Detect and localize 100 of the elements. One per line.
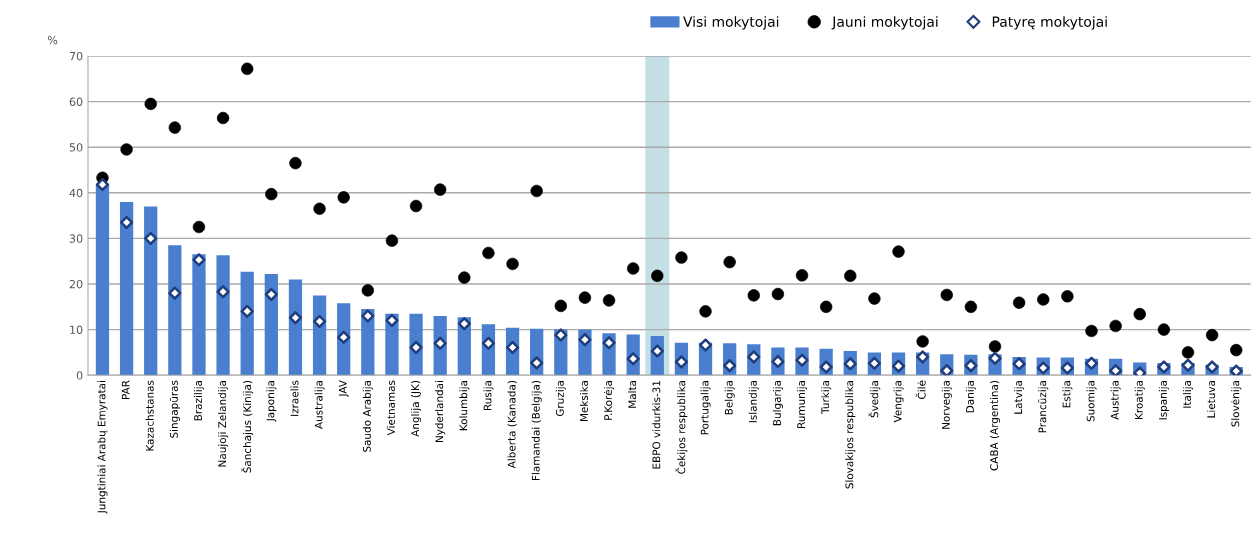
point: [1060, 361, 1075, 375]
x-tick-label: Italija: [1182, 381, 1194, 408]
point: [409, 340, 423, 355]
x-tick-label: Gruzija: [555, 381, 566, 417]
point: [916, 350, 930, 364]
point: [988, 351, 1002, 365]
x-tick-label: EBPO vidurkis-31: [652, 381, 661, 469]
y-tick-label: 70: [69, 51, 83, 61]
point: [530, 356, 544, 370]
x-tick-label: Flamandai (Belgija): [531, 380, 542, 480]
x-tick-label: Estija: [1062, 381, 1073, 408]
x-tick-label: PAR: [121, 380, 130, 400]
point: [216, 285, 230, 299]
legend-label: Jauni mokytojai: [831, 16, 938, 30]
point: [578, 333, 592, 347]
point: [168, 286, 182, 300]
y-tick-label: 30: [69, 234, 83, 243]
x-tick-label: Vengrija: [893, 381, 904, 423]
point: [457, 317, 471, 331]
bar: [168, 245, 182, 376]
point: [95, 177, 110, 192]
point: [747, 350, 761, 364]
x-tick-label: CABA (Argentina): [989, 380, 1001, 471]
bar: [95, 183, 110, 376]
x-tick-label: Ispanija: [1158, 381, 1169, 420]
point: [554, 328, 568, 342]
point: [1205, 360, 1219, 374]
x-tick-label: Slovėnija: [1231, 381, 1242, 427]
point: [674, 355, 689, 369]
x-tick-label: Šanchajus (Kinija): [241, 380, 254, 473]
legend-label: Visi mokytojai: [683, 16, 779, 30]
y-tick-label: 0: [76, 371, 83, 380]
x-tick-label: Suomija: [1086, 381, 1097, 422]
x-tick-label: Švedija: [868, 381, 881, 418]
point: [240, 304, 254, 318]
point: [723, 358, 737, 373]
x-tick-label: Japonija: [266, 381, 277, 422]
x-tick-label: Slovakijos respublika: [845, 381, 856, 489]
point: [144, 231, 158, 246]
x-tick-label: Lietuva: [1207, 381, 1216, 418]
x-tick-label: Portugalija: [700, 381, 711, 435]
point: [650, 344, 664, 358]
x-tick-label: Bulgarija: [772, 381, 783, 426]
x-tick-label: Turkija: [821, 381, 832, 414]
point: [1133, 366, 1147, 376]
y-axis-title: %: [47, 35, 58, 45]
x-tick-label: JAV: [338, 380, 349, 398]
point: [1109, 364, 1123, 376]
x-tick-label: Nyderlandai: [435, 381, 446, 443]
x-tick-label: Vietnamas: [386, 380, 395, 436]
x-tick-label: Čilė: [915, 380, 926, 399]
point: [795, 353, 809, 367]
bar: [192, 254, 206, 376]
point: [843, 357, 857, 371]
point: [337, 330, 351, 344]
x-tick-label: Norvegija: [941, 381, 952, 429]
point: [771, 354, 785, 369]
point: [1036, 361, 1050, 375]
legend-label: Patyrę mokytojai: [992, 16, 1107, 30]
point: [288, 311, 303, 325]
point: [940, 364, 954, 376]
y-tick-label: 10: [70, 325, 83, 334]
x-tick-label: Prancūzija: [1038, 381, 1049, 433]
point: [481, 336, 496, 350]
point: [819, 360, 833, 374]
x-tick-label: Belgija: [724, 381, 735, 415]
bar: [216, 255, 230, 376]
x-tick-label: Kroatija: [1134, 381, 1145, 419]
y-tick-label: 50: [69, 143, 83, 152]
point: [264, 287, 278, 302]
bar: [288, 279, 303, 376]
bar: [119, 201, 134, 376]
x-tick-label: Anglija (JK): [411, 380, 422, 437]
x-tick-label: Rusija: [483, 381, 494, 411]
y-tick-label: 60: [69, 97, 83, 106]
point: [626, 352, 640, 366]
point: [1084, 356, 1099, 370]
x-tick-label: P.Korėja: [604, 381, 615, 420]
point: [891, 359, 906, 373]
point: [433, 336, 447, 350]
point: [505, 340, 520, 355]
bar: [144, 206, 158, 376]
point: [1181, 358, 1195, 372]
x-tick-label: Meksika: [579, 381, 588, 422]
x-tick-label: Austrija: [1110, 381, 1121, 420]
x-tick-label: Malta: [628, 381, 637, 408]
x-tick-label: Rumunija: [796, 381, 808, 428]
point: [312, 314, 327, 329]
x-tick-label: Australija: [314, 381, 325, 429]
x-tick-label: Kolumbija: [459, 381, 470, 431]
point: [867, 356, 882, 370]
point: [1012, 357, 1026, 371]
x-tick-label: Saudo Arabija: [362, 381, 373, 452]
x-tick-label: Alberta (Kanada): [507, 380, 517, 469]
x-tick-label: Singapūras: [169, 380, 180, 438]
bar: [240, 271, 254, 376]
x-tick-label: Latvija: [1014, 381, 1025, 414]
y-tick-label: 40: [69, 188, 83, 198]
x-tick-label: Brazilija: [193, 381, 204, 421]
x-tick-label: Izraelis: [290, 380, 299, 416]
